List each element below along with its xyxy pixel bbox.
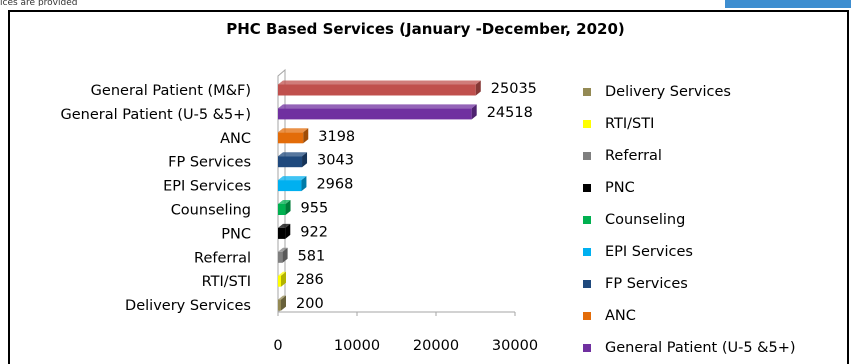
- legend-label: Counseling: [605, 212, 686, 228]
- bar-top-face: [278, 152, 308, 157]
- data-label: 3198: [318, 129, 355, 145]
- legend-label: PNC: [605, 180, 635, 196]
- legend-swatch: [583, 184, 591, 192]
- bar-top-face: [278, 223, 291, 228]
- bar-top-face: [278, 104, 477, 109]
- legend-label: Delivery Services: [605, 84, 731, 100]
- chart-title: PHC Based Services (January -December, 2…: [226, 20, 625, 38]
- category-label: General Patient (M&F): [91, 83, 251, 99]
- data-label: 286: [296, 272, 324, 288]
- bar-end-face: [303, 128, 309, 144]
- bar: [278, 180, 302, 192]
- legend-swatch: [583, 344, 591, 352]
- bar-top-face: [278, 200, 291, 204]
- x-tick-label: 30000: [492, 338, 538, 354]
- legend-swatch: [583, 88, 591, 96]
- legend-swatch: [583, 152, 591, 160]
- bar-top-face: [278, 247, 288, 252]
- x-tick-label: 20000: [413, 338, 459, 354]
- category-label: PNC: [221, 226, 251, 242]
- category-label: RTI/STI: [202, 274, 251, 290]
- category-label: General Patient (U-5 &5+): [60, 107, 251, 123]
- data-label: 24518: [487, 105, 533, 121]
- data-label: 2968: [316, 177, 353, 193]
- top-tab-decoration: [725, 0, 851, 8]
- data-label: 922: [300, 224, 328, 240]
- legend-item: Counseling: [583, 204, 845, 236]
- bar-end-face: [282, 247, 288, 263]
- bar: [278, 251, 283, 263]
- x-tick-label: 0: [273, 338, 282, 354]
- data-label: 3043: [317, 153, 354, 169]
- legend-item: FP Services: [583, 268, 845, 300]
- legend-label: ANC: [605, 308, 636, 324]
- bar-top-face: [278, 295, 286, 300]
- bar-end-face: [285, 200, 291, 215]
- bar-end-face: [285, 223, 291, 239]
- category-label: ANC: [220, 131, 251, 147]
- bar-top-face: [278, 176, 307, 181]
- category-label: Referral: [194, 250, 251, 266]
- bar: [278, 299, 281, 311]
- bar: [278, 108, 472, 120]
- data-label: 581: [298, 248, 326, 264]
- bar-top-face: [278, 80, 481, 85]
- legend-swatch: [583, 312, 591, 320]
- legend-item: RTI/STI: [583, 108, 845, 140]
- legend-swatch: [583, 248, 591, 256]
- legend-label: FP Services: [605, 276, 688, 292]
- data-label: 200: [296, 296, 324, 312]
- bar-top-face: [278, 271, 286, 276]
- category-label: EPI Services: [163, 179, 251, 195]
- bar: [278, 84, 476, 96]
- bar: [278, 132, 304, 144]
- chart-legend: Delivery Services RTI/STI Referral PNC Couns…: [583, 76, 845, 364]
- legend-swatch: [583, 216, 591, 224]
- bar: [278, 204, 286, 215]
- bar-end-face: [281, 295, 286, 311]
- bar: [278, 156, 303, 168]
- category-label: Delivery Services: [125, 298, 251, 314]
- category-label: Counseling: [171, 203, 251, 219]
- data-label: 955: [301, 201, 329, 217]
- bar: [278, 227, 286, 239]
- legend-item: PNC: [583, 172, 845, 204]
- legend-swatch: [583, 120, 591, 128]
- bar-end-face: [302, 152, 308, 168]
- bar-end-face: [281, 271, 286, 287]
- legend-swatch: [583, 280, 591, 288]
- category-label: FP Services: [168, 155, 251, 171]
- legend-label: Referral: [605, 148, 662, 164]
- legend-item: Referral: [583, 140, 845, 172]
- chart-frame: [8, 10, 849, 364]
- legend-item: EPI Services: [583, 236, 845, 268]
- bar-end-face: [475, 80, 481, 96]
- legend-label: RTI/STI: [605, 116, 655, 132]
- bar-top-face: [278, 128, 309, 133]
- bar-end-face: [301, 176, 307, 192]
- data-label: 25035: [491, 81, 537, 97]
- bar: [278, 275, 281, 287]
- x-tick-label: 10000: [334, 338, 380, 354]
- legend-label: General Patient (U-5 &5+): [605, 340, 796, 356]
- cropped-text-fragment: ices are provided: [0, 0, 78, 6]
- legend-label: EPI Services: [605, 244, 693, 260]
- legend-item: ANC: [583, 300, 845, 332]
- bar-end-face: [471, 104, 477, 120]
- legend-item: General Patient (U-5 &5+): [583, 332, 845, 364]
- legend-item: Delivery Services: [583, 76, 845, 108]
